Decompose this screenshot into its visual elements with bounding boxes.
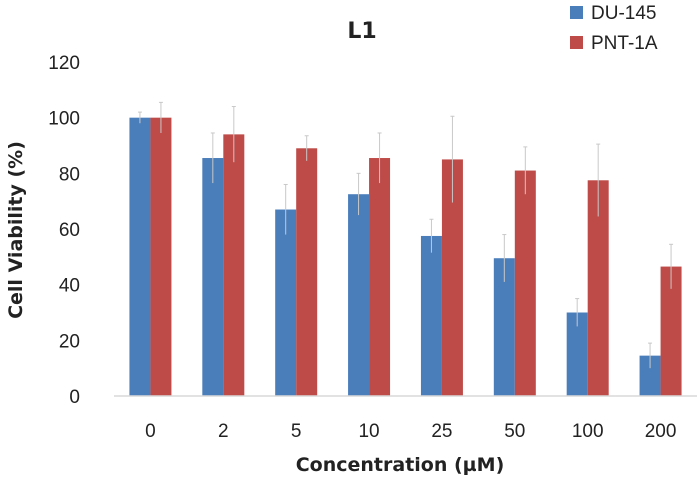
bar-du-145 (566, 312, 588, 396)
bar-du-145 (493, 258, 515, 396)
y-tick-label: 100 (48, 109, 80, 130)
legend-swatch-pnt-1a (570, 36, 583, 49)
x-tick-label: 25 (431, 421, 452, 442)
y-tick-label: 60 (59, 220, 80, 241)
y-tick-label: 120 (48, 53, 80, 74)
y-axis-title: Cell Viability (%) (5, 141, 27, 319)
legend: DU-145 PNT-1A (570, 3, 658, 54)
y-tick-label: 20 (59, 331, 80, 352)
x-tick-label: 10 (358, 421, 379, 442)
x-axis-ticks: 0 2 5 10 25 50 100 200 (145, 421, 676, 442)
bar-pnt-1a (660, 266, 682, 396)
bar-du-145 (202, 158, 224, 396)
chart-title: L1 (347, 19, 376, 44)
bar-pnt-1a (587, 180, 609, 396)
legend-label-pnt-1a: PNT-1A (591, 33, 658, 54)
bar-pnt-1a (223, 134, 245, 396)
error-bars (137, 101, 674, 369)
bar-pnt-1a (514, 170, 536, 396)
y-tick-label: 80 (59, 164, 80, 185)
y-tick-label: 40 (59, 276, 80, 297)
bar-du-145 (639, 355, 661, 396)
x-tick-label: 0 (145, 421, 156, 442)
bar-pnt-1a (150, 117, 172, 397)
legend-label-du-145: DU-145 (591, 3, 656, 24)
bar-pnt-1a (369, 158, 391, 396)
bar-du-145 (275, 209, 297, 396)
x-tick-label: 100 (572, 421, 604, 442)
y-axis-ticks: 0 20 40 60 80 100 120 (48, 53, 80, 408)
x-axis-title: Concentration (µM) (296, 454, 505, 476)
x-tick-label: 50 (504, 421, 525, 442)
x-tick-label: 2 (218, 421, 229, 442)
bar-du-145 (420, 235, 442, 396)
bar-du-145 (348, 194, 370, 396)
y-tick-label: 0 (69, 387, 80, 408)
bar-pnt-1a (441, 159, 463, 396)
bar-pnt-1a (296, 148, 318, 396)
legend-swatch-du-145 (570, 6, 583, 19)
bar-series (129, 117, 682, 397)
x-tick-label: 5 (291, 421, 302, 442)
x-tick-label: 200 (645, 421, 677, 442)
bar-du-145 (129, 117, 151, 397)
